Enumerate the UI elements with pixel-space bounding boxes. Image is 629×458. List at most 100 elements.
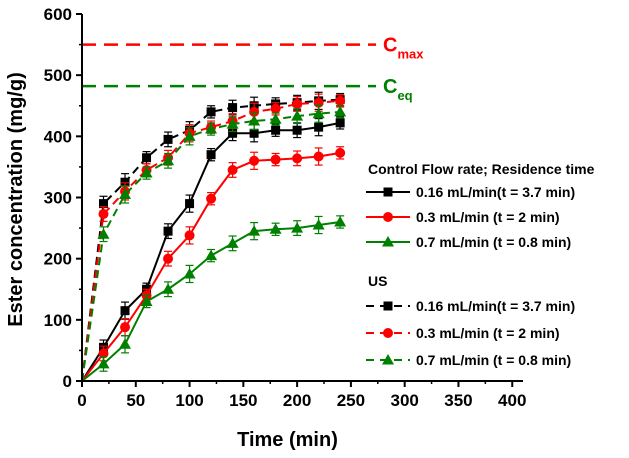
y-tick-label: 400 [44, 127, 72, 146]
legend-item-1: 0.3 mL/min (t = 2 min) [366, 209, 560, 225]
data-point [226, 237, 239, 248]
legend-label: 0.7 mL/min (t = 0.8 min) [416, 352, 571, 368]
data-point [119, 188, 132, 199]
data-point [183, 130, 196, 141]
legend-item-2: 0.7 mL/min (t = 0.8 min) [366, 234, 571, 250]
data-point [205, 122, 218, 134]
data-point [99, 199, 109, 209]
data-point [271, 125, 281, 135]
legend-label: 0.3 mL/min (t = 2 min) [416, 209, 560, 225]
legend-marker [383, 212, 393, 222]
data-point [163, 253, 174, 264]
x-tick-label: 400 [498, 391, 526, 410]
data-point [270, 103, 281, 114]
data-point [312, 219, 325, 230]
data-point [120, 322, 131, 333]
data-point [206, 193, 217, 204]
legend-item-4: 0.3 mL/min (t = 2 min) [366, 325, 560, 341]
x-tick-label: 50 [126, 391, 145, 410]
data-point [140, 295, 153, 306]
y-tick-label: 500 [44, 66, 72, 85]
data-point [120, 177, 130, 187]
data-point [291, 222, 304, 233]
y-tick-label: 0 [63, 372, 72, 391]
data-point [206, 150, 216, 160]
data-point [120, 306, 130, 316]
y-tick-label: 600 [44, 5, 72, 24]
data-point [313, 151, 324, 162]
ref-label-main: C [383, 35, 397, 57]
data-point [228, 103, 238, 113]
data-point [249, 106, 260, 117]
x-tick-label: 200 [283, 391, 311, 410]
ref-label-sub: eq [397, 88, 412, 103]
data-point [206, 107, 216, 117]
data-point [162, 154, 175, 166]
data-point [335, 118, 345, 128]
series-us-4 [81, 93, 346, 382]
legend-label: 0.16 mL/min(t = 3.7 min) [416, 298, 575, 314]
y-tick-label: 300 [44, 189, 72, 208]
data-point [185, 199, 195, 209]
data-point [269, 113, 282, 124]
legend-marker [383, 301, 393, 311]
data-point [163, 134, 173, 144]
series-line [81, 99, 341, 382]
legend-item-0: 0.16 mL/min(t = 3.7 min) [366, 184, 575, 200]
data-point [140, 167, 153, 178]
legend-item-3: 0.16 mL/min(t = 3.7 min) [366, 298, 575, 314]
legend-control-header: Control Flow rate; Residence time [368, 161, 595, 177]
data-point [248, 225, 261, 236]
series-line [81, 220, 341, 382]
data-point [163, 226, 173, 236]
x-tick-label: 150 [229, 391, 257, 410]
legend-label: 0.3 mL/min (t = 2 min) [416, 325, 560, 341]
data-point [226, 118, 239, 129]
data-point [334, 215, 347, 227]
x-axis-title: Time (min) [237, 429, 338, 451]
series-control-0 [81, 116, 345, 382]
data-point [335, 147, 346, 158]
data-point [249, 128, 259, 138]
x-tick-label: 350 [444, 391, 472, 410]
legend-label: 0.7 mL/min (t = 0.8 min) [416, 234, 571, 250]
legend-marker [382, 236, 394, 247]
data-point [312, 107, 325, 119]
data-point [162, 283, 175, 294]
y-tick-label: 200 [44, 250, 72, 269]
data-point [269, 223, 282, 234]
data-point [97, 357, 110, 369]
data-point [335, 95, 346, 106]
series-line [81, 98, 341, 382]
ref-label-ceq: Ceq [383, 76, 413, 103]
ref-label-cmax: Cmax [383, 35, 424, 62]
legend-marker [382, 354, 394, 365]
data-point [228, 128, 238, 138]
x-tick-label: 250 [337, 391, 365, 410]
x-tick-label: 0 [77, 391, 86, 410]
legend-item-5: 0.7 mL/min (t = 0.8 min) [366, 352, 571, 368]
series-control-2 [81, 215, 347, 382]
data-point [292, 125, 302, 135]
x-tick-label: 300 [390, 391, 418, 410]
data-point [292, 98, 303, 109]
data-point [227, 164, 238, 175]
ref-label-main: C [383, 76, 397, 98]
data-point [334, 105, 347, 117]
data-point [270, 154, 281, 165]
legend-marker [383, 187, 393, 197]
data-point [249, 155, 260, 166]
legend-label: 0.16 mL/min(t = 3.7 min) [416, 184, 575, 200]
data-point [184, 230, 195, 241]
legend-marker [383, 328, 393, 338]
data-point [248, 115, 261, 126]
data-point [291, 110, 304, 121]
ref-label-sub: max [397, 47, 424, 62]
data-point [314, 122, 324, 132]
legend-us-header: US [368, 273, 387, 289]
data-point [183, 267, 196, 279]
y-tick-label: 100 [44, 311, 72, 330]
data-point [205, 249, 218, 261]
series-us-5 [81, 104, 347, 382]
